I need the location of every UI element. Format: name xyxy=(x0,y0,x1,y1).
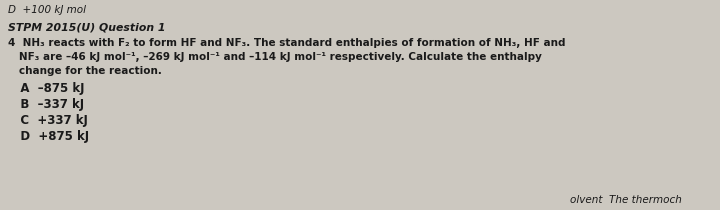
Text: NF₃ are –46 kJ mol⁻¹, –269 kJ mol⁻¹ and –114 kJ mol⁻¹ respectively. Calculate th: NF₃ are –46 kJ mol⁻¹, –269 kJ mol⁻¹ and … xyxy=(8,52,542,62)
Text: C  +337 kJ: C +337 kJ xyxy=(8,114,88,127)
Text: 4  NH₃ reacts with F₂ to form HF and NF₃. The standard enthalpies of formation o: 4 NH₃ reacts with F₂ to form HF and NF₃.… xyxy=(8,38,565,48)
Text: A  –875 kJ: A –875 kJ xyxy=(8,82,84,95)
Text: olvent  The thermoch: olvent The thermoch xyxy=(570,195,682,205)
Text: B  –337 kJ: B –337 kJ xyxy=(8,98,84,111)
Text: D  +875 kJ: D +875 kJ xyxy=(8,130,89,143)
Text: D  +100 kJ mol: D +100 kJ mol xyxy=(8,5,86,15)
Text: change for the reaction.: change for the reaction. xyxy=(8,66,162,76)
Text: STPM 2015(U) Question 1: STPM 2015(U) Question 1 xyxy=(8,22,166,32)
